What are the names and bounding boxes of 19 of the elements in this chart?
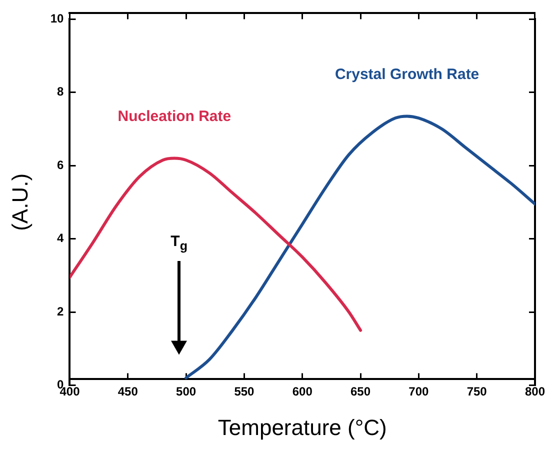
text: Nucleation Rate [118,108,232,125]
x-tick-label: 650 [350,384,371,399]
y-tick-label: 10 [50,12,64,26]
x-tick-label: 600 [292,384,313,399]
x-tick-label: 700 [408,384,430,399]
y-axis-title: (A.U.) [7,173,32,231]
x-tick-label: 800 [524,384,546,399]
text: Crystal Growth Rate [334,66,480,83]
x-axis-title: Temperature (°C) [218,414,387,440]
x-tick-label: 500 [176,384,196,399]
y-tick-label: 6 [57,158,64,172]
x-tick-label: 750 [466,384,488,399]
line-series [70,156,362,332]
x-tick-label: 550 [234,384,255,399]
y-tick-label: 2 [57,304,64,318]
annotation: T$_{g}$ [170,233,188,254]
x-tick-label: 450 [118,384,138,399]
y-tick-label: 8 [57,84,64,99]
y-tick-label: 4 [57,231,64,246]
